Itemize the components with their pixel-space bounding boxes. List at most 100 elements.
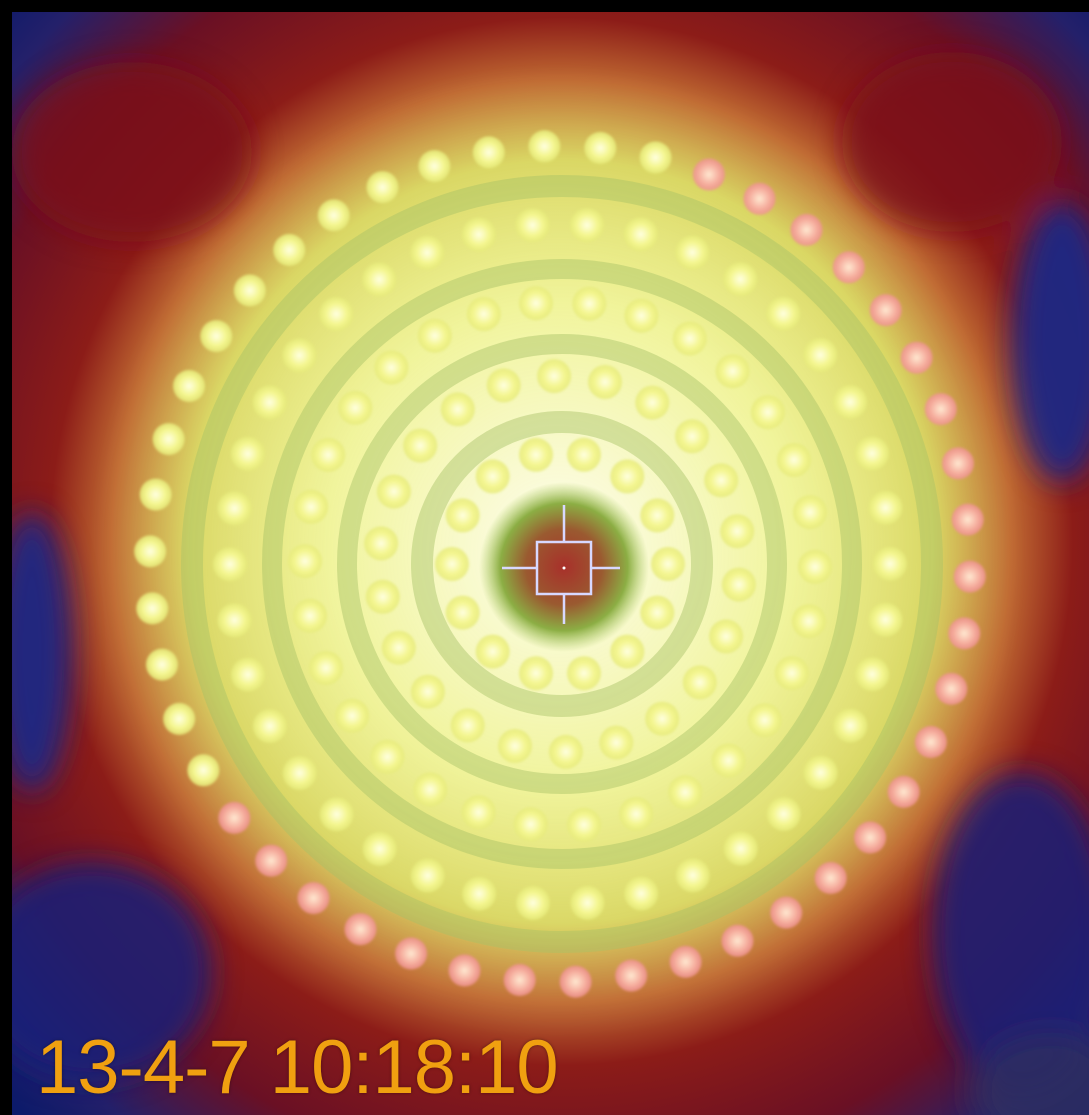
led-dot	[610, 459, 645, 494]
led-dot	[319, 297, 354, 331]
led-dot	[309, 651, 343, 685]
led-dot	[344, 913, 377, 946]
led-dot	[624, 298, 659, 333]
led-dot	[187, 754, 220, 787]
led-dot	[448, 954, 481, 987]
led-dot	[403, 428, 438, 463]
led-dot	[669, 945, 702, 978]
led-dot	[395, 937, 428, 970]
led-dot	[711, 743, 746, 778]
led-dot	[935, 672, 968, 705]
led-dot	[766, 296, 801, 331]
led-dot	[723, 262, 758, 297]
led-dot	[410, 235, 445, 270]
led-dot	[462, 876, 497, 911]
led-dot	[252, 385, 287, 420]
led-dot	[152, 423, 185, 456]
dot-ring-3	[288, 286, 832, 842]
led-dot	[475, 459, 510, 494]
led-dot	[338, 390, 373, 425]
led-dot	[146, 648, 178, 681]
ambient-patches	[12, 52, 1089, 1115]
led-dot	[519, 437, 553, 472]
led-dot	[410, 674, 445, 709]
led-dot	[335, 698, 370, 733]
led-dot-rings	[134, 130, 986, 998]
led-dot	[868, 490, 903, 525]
led-dot	[610, 634, 645, 669]
led-dot	[692, 158, 725, 191]
led-dot	[567, 656, 601, 691]
led-dot	[217, 491, 252, 526]
dot-ring-4	[213, 208, 907, 920]
led-dot	[366, 171, 399, 204]
camera-view	[12, 12, 1089, 1115]
led-dot	[461, 795, 496, 830]
led-dot	[645, 701, 680, 736]
led-dot	[294, 489, 329, 524]
led-dot	[516, 885, 550, 920]
led-dot	[252, 709, 287, 743]
led-dot	[233, 274, 266, 307]
led-dot	[134, 535, 167, 568]
led-dot	[668, 775, 703, 810]
led-dot	[317, 199, 350, 232]
led-dot	[750, 395, 785, 430]
led-dot	[803, 755, 838, 790]
led-dot	[672, 321, 707, 356]
led-dot	[255, 844, 288, 877]
led-dot	[173, 370, 206, 402]
led-dot	[376, 474, 411, 509]
top-black-bar	[0, 0, 1089, 12]
dot-ring-2	[364, 359, 756, 769]
led-dot	[855, 657, 890, 692]
led-dot	[519, 656, 553, 691]
led-dot	[721, 924, 754, 957]
led-dot	[163, 702, 196, 735]
led-dot	[635, 385, 670, 420]
led-dot	[466, 297, 501, 331]
led-dot	[311, 437, 346, 472]
led-dot	[721, 567, 756, 602]
led-dot	[723, 831, 758, 866]
ring-light-image	[12, 12, 1089, 1115]
led-dot	[942, 447, 974, 480]
led-dot	[615, 959, 648, 992]
led-dot	[472, 136, 505, 169]
led-dot	[374, 350, 409, 385]
led-dot	[951, 503, 984, 536]
led-dot	[513, 807, 548, 842]
led-dot	[914, 726, 947, 758]
led-dot	[418, 150, 451, 183]
led-dot	[651, 547, 685, 581]
led-dot	[218, 801, 251, 834]
ring-bands	[181, 175, 943, 953]
led-dot	[136, 592, 169, 625]
led-dot	[498, 729, 532, 763]
led-dot	[413, 772, 448, 807]
led-dot	[570, 208, 604, 243]
led-dot	[319, 797, 354, 832]
led-dot	[777, 443, 811, 477]
led-dot	[675, 858, 710, 893]
led-dot	[747, 703, 782, 738]
led-dot	[766, 797, 801, 831]
led-dot	[743, 182, 776, 215]
led-dot	[887, 775, 920, 808]
led-dot	[570, 885, 605, 920]
timestamp-overlay: 13-4-7 10:18:10	[36, 1025, 559, 1110]
led-dot	[515, 208, 550, 243]
led-dot	[282, 338, 317, 373]
led-dot	[548, 734, 583, 769]
led-dot	[619, 797, 654, 831]
led-dot	[364, 526, 399, 561]
led-dot	[282, 756, 317, 790]
led-dot	[623, 217, 658, 252]
led-dot	[230, 436, 265, 471]
crosshair-reticle-icon	[502, 505, 620, 624]
led-dot	[869, 294, 902, 327]
led-dot	[588, 365, 622, 399]
led-dot	[900, 341, 933, 374]
led-dot	[640, 595, 675, 630]
led-dot	[770, 896, 803, 929]
